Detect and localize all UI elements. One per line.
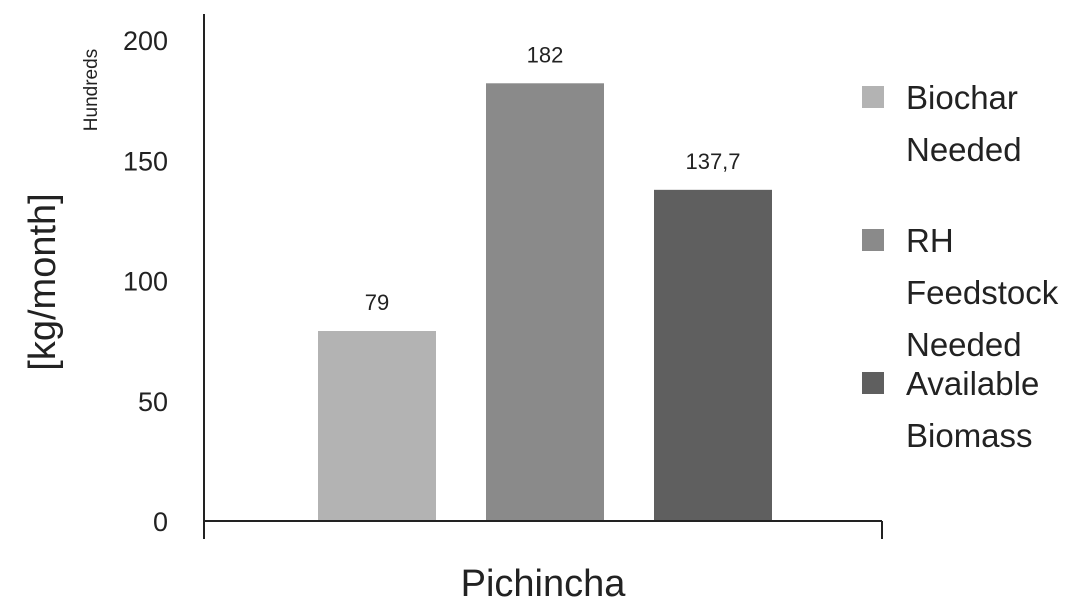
x-axis-title: Pichincha — [461, 563, 627, 600]
y-tick-label: 0 — [153, 507, 168, 537]
legend: BiocharNeededRHFeedstockNeededAvailableB… — [862, 79, 1059, 454]
data-label: 79 — [365, 290, 389, 315]
y-tick-label: 150 — [123, 146, 168, 176]
bars — [318, 83, 772, 522]
data-label: 182 — [527, 42, 564, 67]
bar — [486, 83, 604, 521]
legend-label: Needed — [906, 326, 1022, 363]
legend-swatch — [862, 372, 884, 394]
display-units-label: Hundreds — [81, 49, 102, 131]
y-tick-label: 50 — [138, 387, 168, 417]
legend-label: Needed — [906, 131, 1022, 168]
data-label: 137,7 — [685, 149, 740, 174]
legend-swatch — [862, 229, 884, 251]
legend-swatch — [862, 86, 884, 108]
legend-label: Biomass — [906, 417, 1033, 454]
data-labels: 79 182 137,7 — [365, 42, 741, 315]
bar — [654, 189, 772, 522]
y-tick-label: 200 — [123, 26, 168, 56]
legend-label: RH — [906, 222, 954, 259]
legend-label: Biochar — [906, 79, 1018, 116]
y-axis-ticks: 0 50 100 150 200 — [123, 26, 168, 537]
y-axis-title: [kg/month] — [22, 193, 64, 370]
bar — [318, 331, 436, 521]
legend-label: Available — [906, 365, 1039, 402]
y-tick-label: 100 — [123, 267, 168, 297]
legend-label: Feedstock — [906, 274, 1059, 311]
